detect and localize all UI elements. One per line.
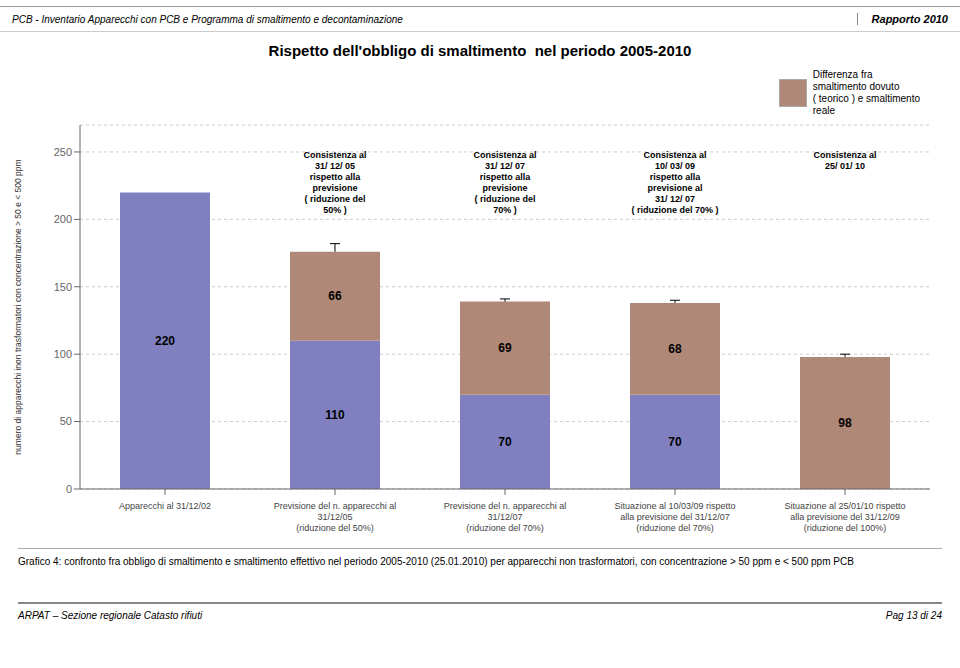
svg-text:70: 70	[498, 435, 512, 449]
html-text:ARPAT – Sezione regionale Cata: ARPAT – Sezione regionale Catasto rifiut…	[18, 610, 203, 621]
svg-text:70: 70	[668, 435, 682, 449]
svg-text:Consistenza al31/ 12/ 05rispet: Consistenza al31/ 12/ 05rispetto allapre…	[303, 150, 366, 215]
html-text:Differenza fra smaltimento dov: Differenza fra smaltimento dovuto ( teor…	[812, 69, 920, 116]
svg-text:Previsione del n. apparecchi a: Previsione del n. apparecchi al31/12/05(…	[274, 501, 397, 533]
svg-text:Apparecchi al 31/12/02: Apparecchi al 31/12/02	[119, 501, 211, 511]
svg-text:50: 50	[60, 415, 72, 427]
html-text:Grafico 4: confronto fra obbli: Grafico 4: confronto fra obbligo di smal…	[18, 556, 854, 567]
svg-text:98: 98	[838, 416, 852, 430]
svg-text:Consistenza al10/ 03/ 09rispet: Consistenza al10/ 03/ 09rispetto allapre…	[631, 150, 718, 215]
svg-text:150: 150	[54, 281, 72, 293]
svg-text:Consistenza al25/ 01/ 10: Consistenza al25/ 01/ 10	[813, 150, 876, 171]
html-text:Pag 13 di 24: Pag 13 di 24	[885, 610, 942, 621]
svg-text:Previsione del n. apparecchi a: Previsione del n. apparecchi al31/12/07(…	[444, 501, 567, 533]
html-text:Rispetto dell'obbligo di smalt: Rispetto dell'obbligo di smaltimento nel…	[268, 42, 692, 59]
svg-text:250: 250	[54, 146, 72, 158]
html-text:PCB - Inventario Apparecchi co: PCB - Inventario Apparecchi con PCB e Pr…	[12, 13, 403, 25]
svg-text:Situazione al 25/01/10 rispett: Situazione al 25/01/10 rispettoalla prev…	[784, 501, 905, 533]
svg-text:68: 68	[668, 342, 682, 356]
svg-text:200: 200	[54, 213, 72, 225]
svg-text:110: 110	[325, 408, 345, 422]
svg-text:66: 66	[328, 289, 342, 303]
svg-text:Situazione al 10/03/09 rispett: Situazione al 10/03/09 rispettoalla prev…	[614, 501, 735, 533]
svg-text:numero di apparecchi inon tras: numero di apparecchi inon trasformatori …	[13, 159, 23, 454]
svg-text:Consistenza al31/ 12/ 07rispet: Consistenza al31/ 12/ 07rispetto allapre…	[473, 150, 536, 215]
svg-text:69: 69	[498, 341, 512, 355]
svg-text:100: 100	[54, 348, 72, 360]
svg-text:0: 0	[66, 483, 72, 495]
svg-text:220: 220	[155, 334, 175, 348]
html-text:Rapporto 2010: Rapporto 2010	[871, 13, 948, 25]
